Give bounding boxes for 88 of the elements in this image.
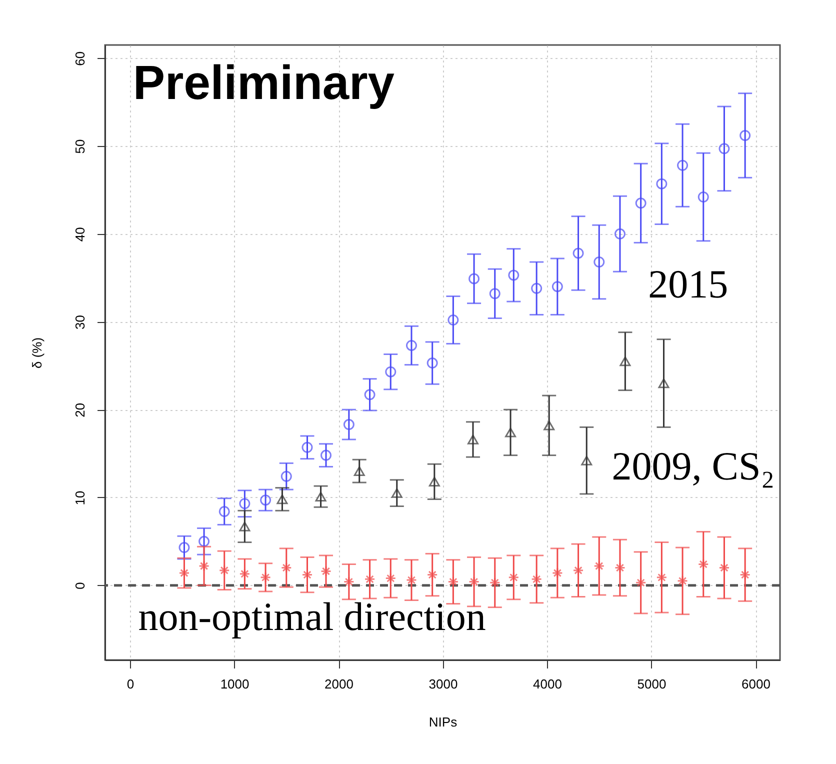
point (635, 198, 646, 209)
point (594, 256, 605, 268)
point (385, 366, 396, 378)
point (320, 566, 332, 577)
point (572, 248, 584, 259)
point (354, 466, 365, 476)
point (364, 389, 376, 400)
point (635, 577, 646, 588)
point (677, 575, 688, 586)
x-axis-title: NIPs (428, 714, 458, 730)
point (280, 470, 292, 482)
point (198, 536, 210, 547)
x-tick-label: 3000 (428, 676, 458, 692)
point (218, 564, 230, 576)
point (489, 288, 500, 300)
point (385, 572, 396, 584)
point (448, 576, 459, 588)
x-tick-label: 5000 (637, 676, 666, 692)
y-tick-label: 50 (72, 139, 88, 154)
point (581, 456, 592, 466)
point (364, 574, 376, 585)
series-label: 2015 (648, 261, 728, 306)
point (302, 569, 313, 580)
point (677, 160, 688, 171)
point (391, 488, 402, 498)
point (572, 564, 584, 576)
point (740, 130, 751, 141)
point (658, 378, 670, 388)
point (302, 442, 313, 453)
x-tick-label: 1000 (220, 676, 250, 692)
point (468, 434, 478, 444)
y-axis-title: δ (%) (30, 337, 44, 369)
point (544, 420, 555, 430)
point (508, 572, 520, 583)
annotation: Preliminary (133, 57, 395, 110)
point (505, 428, 516, 438)
y-tick-label: 40 (72, 227, 88, 242)
point (552, 281, 563, 292)
point (740, 569, 751, 580)
point (276, 494, 288, 504)
point (489, 577, 500, 588)
point (620, 356, 631, 366)
point (426, 358, 438, 369)
series-label: 2009, CS₂ (612, 443, 775, 488)
point (426, 569, 438, 580)
point (508, 270, 520, 281)
y-tick-label: 30 (72, 315, 88, 330)
point (531, 574, 542, 585)
point (239, 568, 250, 580)
y-tick-label: 10 (72, 490, 88, 506)
point (198, 560, 210, 572)
y-tick-label: 20 (72, 402, 88, 418)
point (468, 576, 480, 588)
point (594, 560, 605, 572)
point (343, 576, 354, 588)
point (260, 572, 272, 583)
x-tick-label: 4000 (533, 676, 562, 692)
y-tick-label: 60 (72, 51, 88, 66)
x-tick-label: 0 (126, 676, 134, 692)
x-tick-label: 2000 (324, 676, 354, 692)
point (239, 522, 250, 532)
point (614, 562, 626, 574)
point (343, 419, 354, 430)
point (178, 568, 190, 579)
x-tick-label: 6000 (742, 676, 770, 692)
point (718, 562, 730, 574)
series-label: non-optimal direction (138, 594, 486, 640)
point (315, 492, 326, 502)
point (448, 314, 459, 326)
point (239, 498, 250, 510)
point (406, 340, 417, 351)
point (406, 574, 417, 586)
point (218, 506, 230, 518)
point (656, 178, 668, 190)
point (428, 476, 440, 487)
point (614, 228, 626, 240)
point (320, 450, 332, 461)
point (280, 562, 292, 574)
point (698, 192, 709, 202)
point (718, 143, 730, 154)
point (531, 282, 542, 294)
point (468, 273, 480, 284)
point (178, 542, 190, 554)
y-tick-label: 0 (72, 582, 88, 590)
point (552, 568, 563, 579)
point (698, 558, 709, 570)
point (260, 494, 272, 506)
point (656, 572, 668, 583)
